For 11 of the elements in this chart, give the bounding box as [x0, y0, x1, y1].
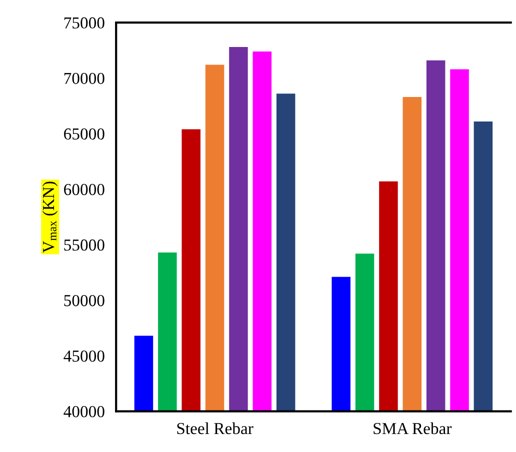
y-tick-label: 65000 [64, 128, 104, 140]
y-tick-label: 50000 [64, 294, 104, 306]
x-tick-label: SMA Rebar [374, 422, 452, 434]
y-tick-label: 70000 [64, 72, 104, 84]
y-tick-label: 60000 [64, 184, 104, 196]
y-tick-label: 55000 [64, 239, 104, 251]
y-tick-label: 40000 [64, 406, 104, 418]
y-axis-title: V$_{max}$ (KN) [42, 182, 58, 253]
y-tick-label: 75000 [64, 17, 104, 29]
x-tick-label: Steel Rebar [177, 422, 254, 434]
y-tick-label: 45000 [64, 350, 104, 362]
